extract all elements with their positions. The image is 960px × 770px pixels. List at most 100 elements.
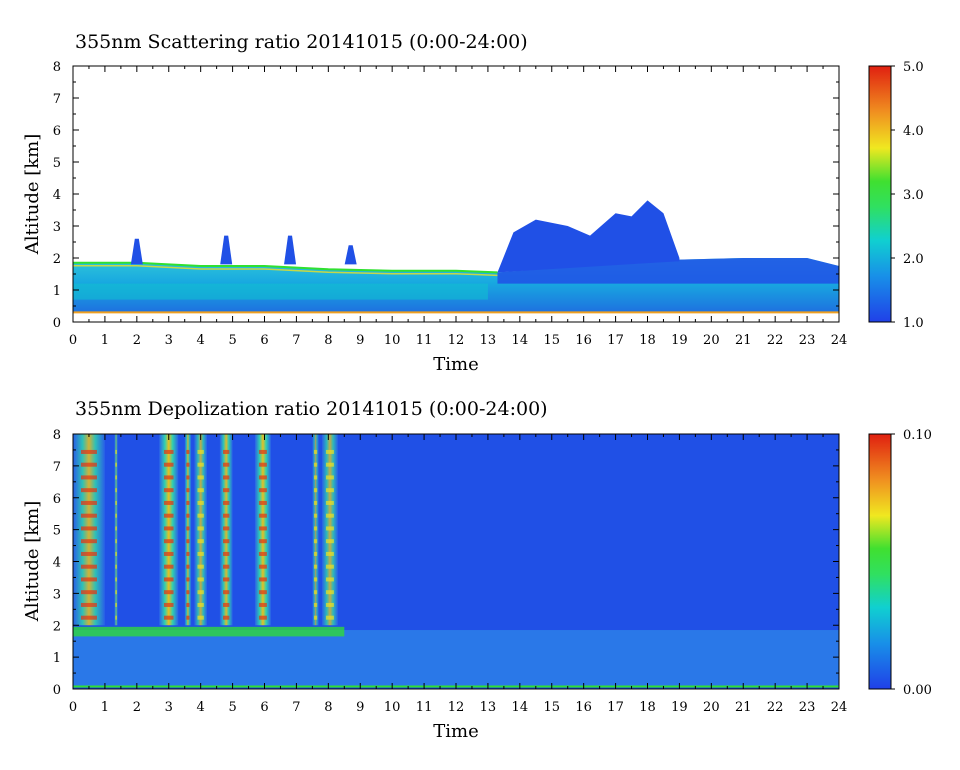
- depol-speckle: [313, 564, 318, 569]
- x-tick-label: 20: [703, 700, 720, 715]
- y-tick-label: 8: [53, 428, 61, 443]
- layer-edge-line: [73, 261, 498, 274]
- depol-speckle: [80, 564, 97, 569]
- x-tick-label: 16: [575, 333, 592, 348]
- lower-aerosol-band: [73, 283, 488, 300]
- scattering-title: 355nm Scattering ratio 20141015 (0:00-24…: [75, 31, 528, 53]
- depol-speckle: [80, 462, 97, 467]
- y-tick-label: 1: [53, 284, 61, 299]
- scattering-ylabel: Altitude [km]: [22, 134, 43, 256]
- x-tick-label: 16: [575, 700, 592, 715]
- x-tick-label: 8: [324, 700, 332, 715]
- depol-speckle: [197, 615, 204, 620]
- depolarization-ylabel: Altitude [km]: [22, 501, 43, 623]
- x-tick-label: 3: [165, 700, 173, 715]
- depol-speckle: [80, 590, 97, 595]
- scattering-xlabel: Time: [433, 354, 478, 375]
- depol-speckle: [325, 577, 334, 582]
- x-tick-label: 23: [799, 333, 816, 348]
- depol-speckle: [325, 488, 334, 493]
- x-tick-label: 22: [767, 700, 784, 715]
- x-tick-label: 14: [512, 700, 529, 715]
- depol-speckle: [197, 488, 204, 493]
- y-tick-label: 3: [53, 220, 61, 235]
- colorbar-tick-label: 5.0: [903, 60, 924, 75]
- scattering-colorbar-ticks: 1.0 2.0 3.0 4.0 5.0: [891, 60, 924, 331]
- x-tick-label: 3: [165, 333, 173, 348]
- depol-speckle: [186, 488, 190, 493]
- depol-speckle: [313, 513, 318, 518]
- depol-speckle: [80, 577, 97, 582]
- depol-speckle: [313, 590, 318, 595]
- depol-speckle: [223, 590, 230, 595]
- y-tick-label: 6: [53, 492, 61, 507]
- depol-speckle: [223, 488, 230, 493]
- depolarization-title: 355nm Depolization ratio 20141015 (0:00-…: [75, 398, 548, 420]
- depol-speckle: [313, 539, 318, 544]
- aerosol-plume: [344, 245, 357, 265]
- depol-speckle: [223, 539, 230, 544]
- x-tick-label: 5: [228, 333, 236, 348]
- x-tick-label: 7: [292, 333, 300, 348]
- boundary-layer-region: [73, 630, 839, 686]
- x-tick-label: 0: [69, 700, 77, 715]
- x-tick-label: 4: [197, 700, 205, 715]
- depol-speckle: [258, 488, 267, 493]
- x-tick-label: 1: [101, 700, 109, 715]
- depol-speckle: [80, 526, 97, 531]
- depol-speckle: [223, 475, 230, 480]
- y-tick-label: 0: [53, 316, 61, 331]
- y-tick-label: 4: [53, 188, 61, 203]
- x-tick-label: 13: [480, 700, 497, 715]
- aerosol-plume: [284, 235, 297, 265]
- depol-speckle: [186, 462, 190, 467]
- depol-speckle: [197, 513, 204, 518]
- depol-speckle: [325, 615, 334, 620]
- depol-speckle: [115, 564, 117, 569]
- y-tick-label: 2: [53, 619, 61, 634]
- y-tick-label: 7: [53, 92, 61, 107]
- depol-speckle: [313, 526, 318, 531]
- depol-speckle: [197, 500, 204, 505]
- x-tick-label: 19: [671, 700, 688, 715]
- depol-speckle: [115, 539, 117, 544]
- depol-speckle: [258, 564, 267, 569]
- depol-speckle: [80, 488, 97, 493]
- depolarization-colorbar: [868, 433, 892, 690]
- depol-speckle: [186, 526, 190, 531]
- depol-speckle: [115, 590, 117, 595]
- y-tick-label: 4: [53, 556, 61, 571]
- depol-speckle: [186, 539, 190, 544]
- y-tick-label: 0: [53, 683, 61, 698]
- depol-speckle: [325, 462, 334, 467]
- x-tick-label: 18: [639, 333, 656, 348]
- depol-speckle: [163, 539, 174, 544]
- depol-speckle: [80, 500, 97, 505]
- depol-speckle: [186, 590, 190, 595]
- y-tick-label: 2: [53, 252, 61, 267]
- depol-speckle: [258, 526, 267, 531]
- colorbar-tick-label: 0.10: [903, 428, 932, 443]
- depol-speckle: [163, 500, 174, 505]
- depol-speckle: [313, 462, 318, 467]
- x-tick-label: 10: [384, 333, 401, 348]
- depol-speckle: [258, 449, 267, 454]
- colorbar-tick-label: 2.0: [903, 252, 924, 267]
- depol-speckle: [115, 551, 117, 556]
- depol-speckle: [258, 539, 267, 544]
- depol-speckle: [186, 615, 190, 620]
- y-tick-label: 3: [53, 587, 61, 602]
- x-tick-label: 8: [324, 333, 332, 348]
- depol-speckle: [163, 475, 174, 480]
- depol-speckle: [223, 462, 230, 467]
- x-tick-label: 7: [292, 700, 300, 715]
- depol-speckle: [313, 500, 318, 505]
- depolarization-ratio-panel: 355nm Depolization ratio 20141015 (0:00-…: [22, 398, 932, 742]
- x-tick-label: 9: [356, 700, 364, 715]
- depol-speckle: [186, 475, 190, 480]
- x-tick-label: 21: [735, 700, 752, 715]
- layer-top-band: [73, 626, 345, 637]
- x-tick-label: 6: [260, 700, 268, 715]
- x-tick-label: 4: [197, 333, 205, 348]
